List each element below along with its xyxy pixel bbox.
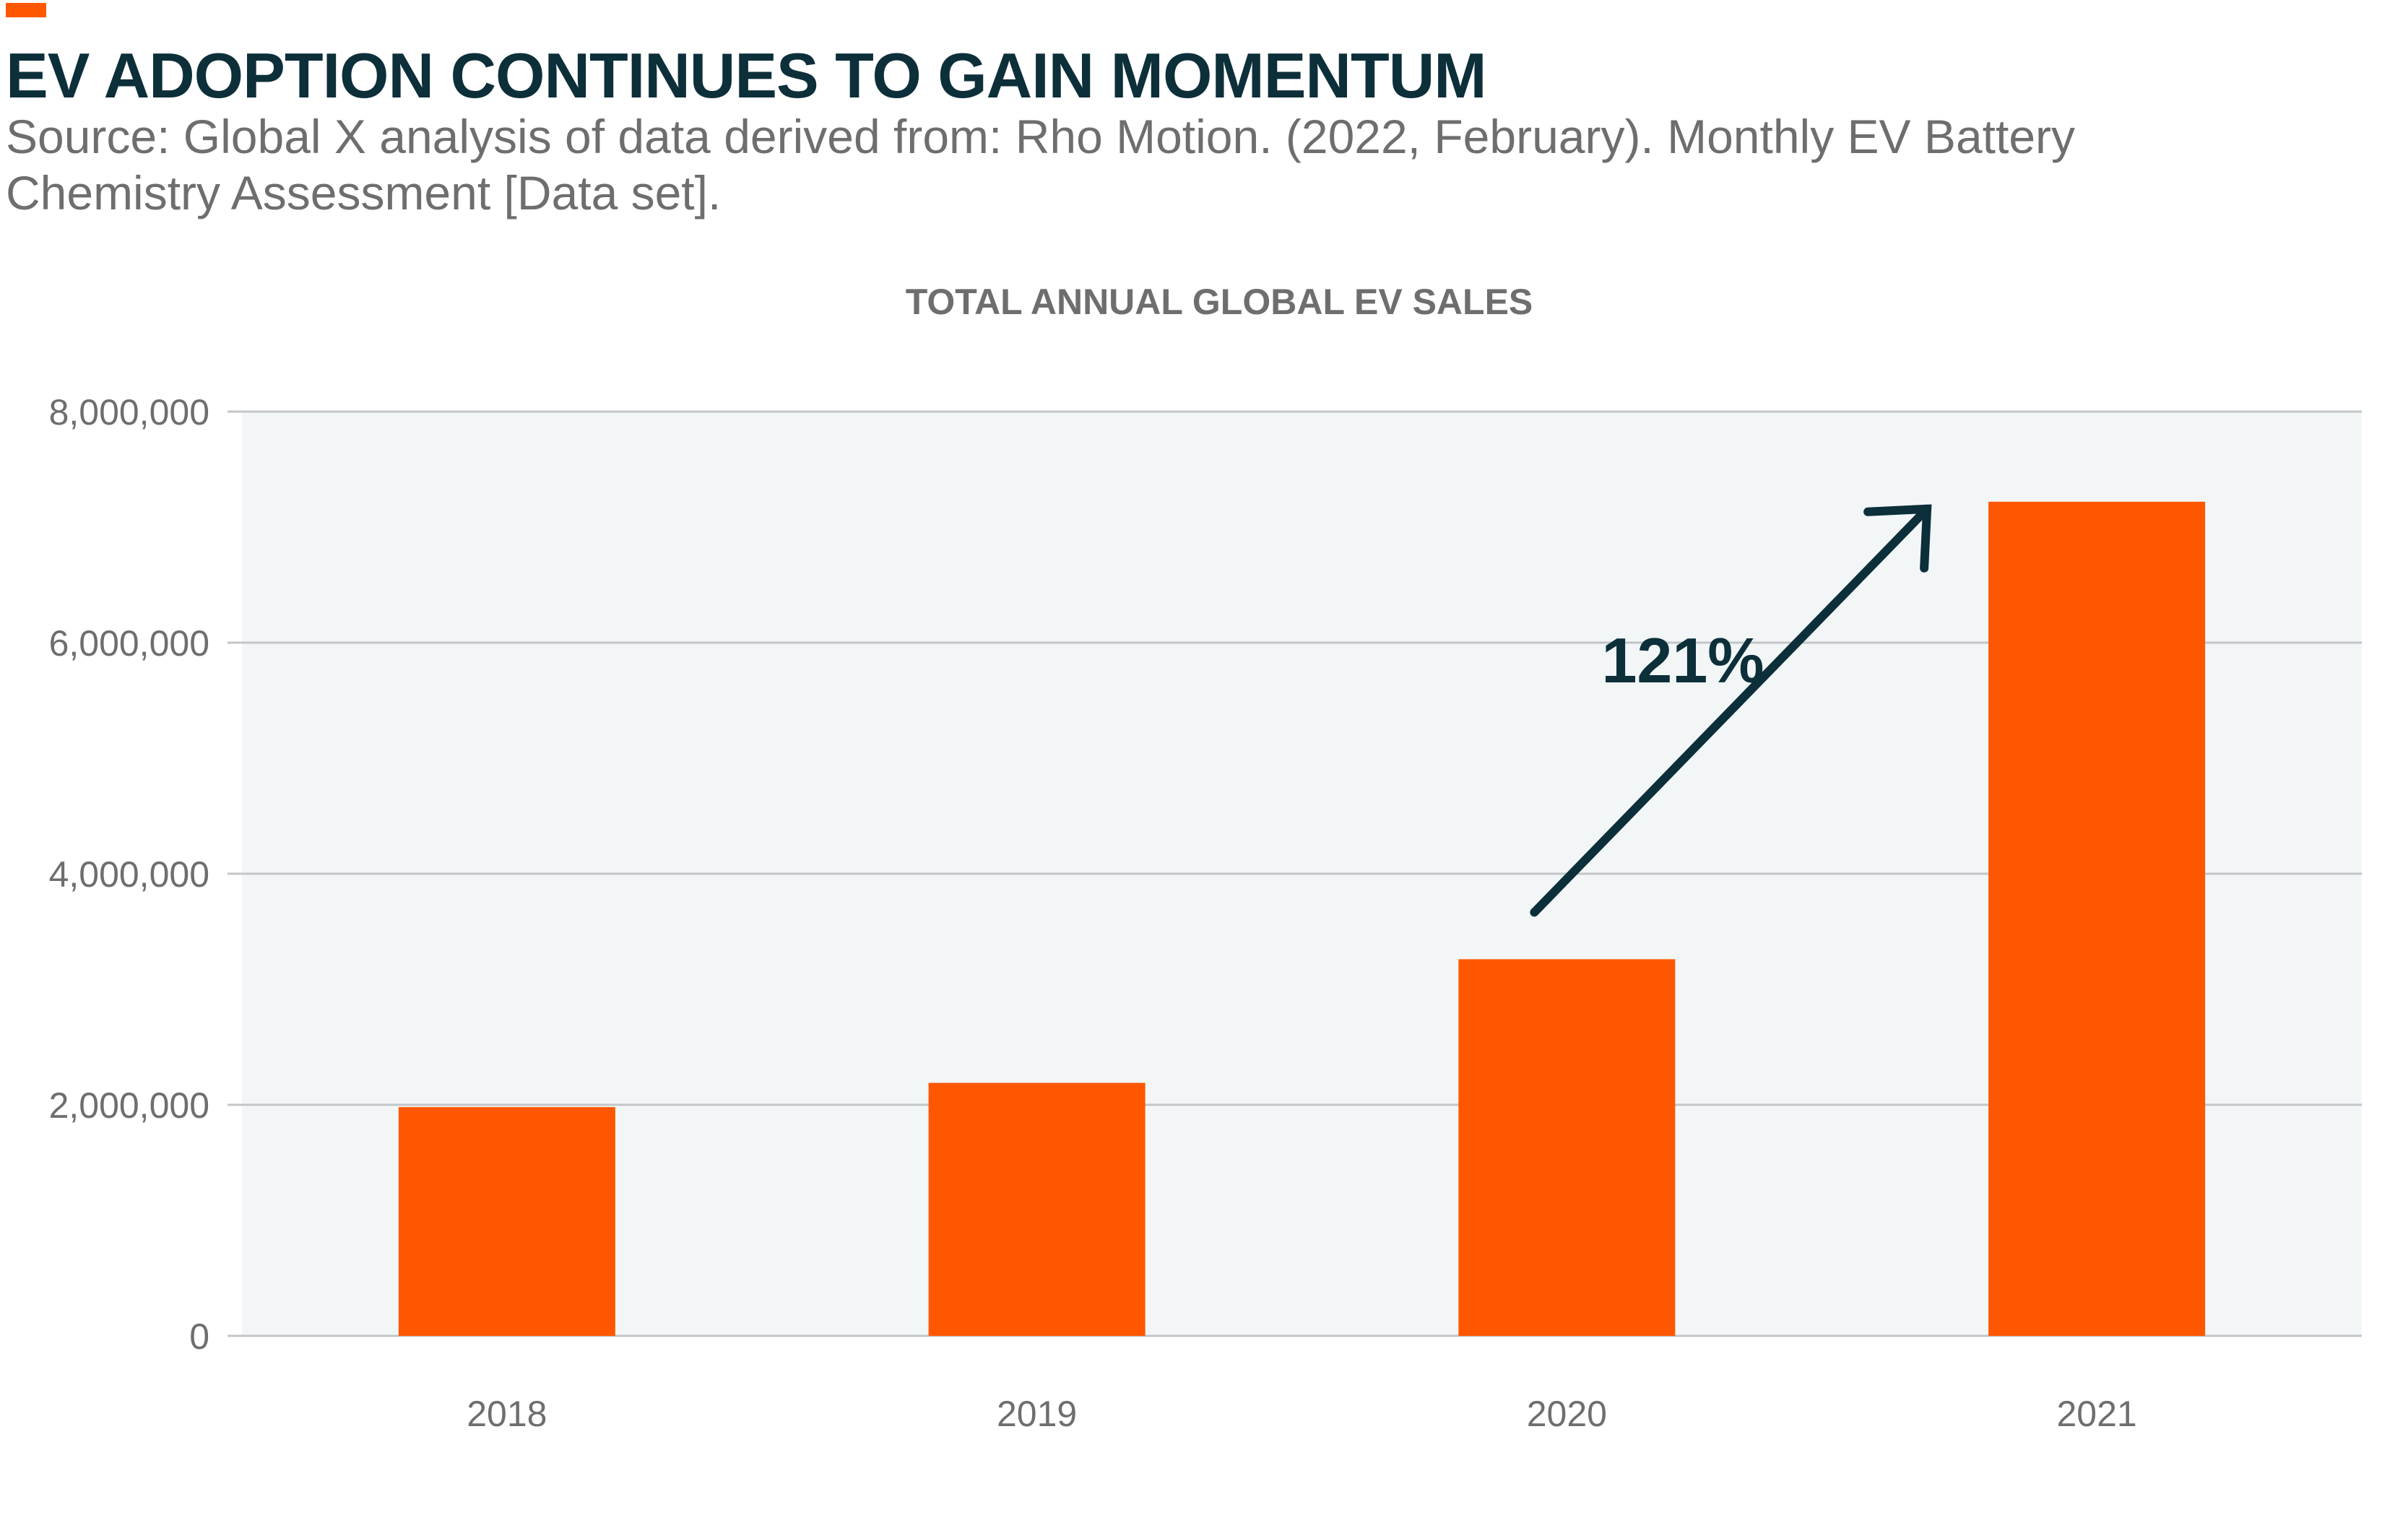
y-tick-label: 0 xyxy=(189,1316,209,1357)
bar-2020 xyxy=(1458,959,1676,1336)
y-tick-label: 6,000,000 xyxy=(49,623,209,664)
accent-bar xyxy=(6,3,46,17)
x-tick-label: 2018 xyxy=(467,1394,547,1434)
source-note: Source: Global X analysis of data derive… xyxy=(6,110,2076,220)
x-tick-label: 2019 xyxy=(997,1394,1077,1434)
y-tick-label: 4,000,000 xyxy=(49,854,209,895)
bar-2018 xyxy=(398,1107,615,1336)
x-tick-label: 2021 xyxy=(2057,1394,2137,1434)
growth-annotation: 121% xyxy=(1601,625,1764,696)
page-title: EV ADOPTION CONTINUES TO GAIN MOMENTUM xyxy=(6,40,1487,111)
bar-2019 xyxy=(928,1082,1145,1336)
bar-2021 xyxy=(1988,501,2206,1336)
chart-title: TOTAL ANNUAL GLOBAL EV SALES xyxy=(906,282,1533,322)
growth-arrow-head xyxy=(1863,504,1932,573)
growth-arrow-shaft xyxy=(1530,504,1932,917)
y-tick-label: 8,000,000 xyxy=(49,392,209,433)
x-tick-label: 2020 xyxy=(1527,1394,1607,1434)
y-tick-label: 2,000,000 xyxy=(49,1085,209,1126)
